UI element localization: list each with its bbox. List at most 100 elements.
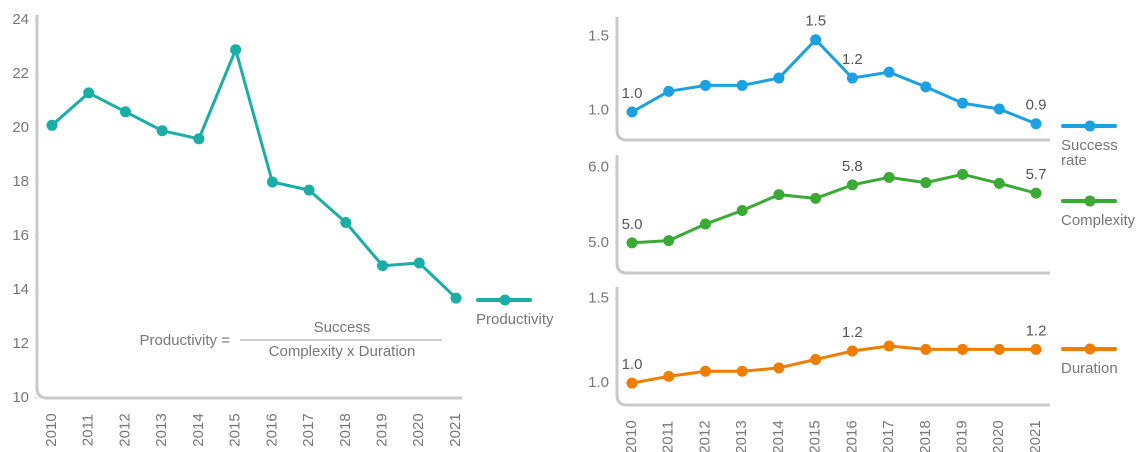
point <box>156 125 168 137</box>
x-tick-label: 2012 <box>116 413 133 446</box>
point <box>46 119 58 131</box>
point <box>993 103 1005 115</box>
x-tick-label: 2013 <box>153 413 170 446</box>
x-tick-label: 2020 <box>410 413 427 446</box>
x-tick-label: 2010 <box>43 413 60 446</box>
legend-swatch-dot <box>1084 120 1096 132</box>
value-label: 1.0 <box>622 356 643 373</box>
point <box>266 176 278 188</box>
axis <box>615 287 1050 407</box>
x-tick-label: 2014 <box>770 420 787 452</box>
x-tick-label: 2018 <box>337 413 354 446</box>
point <box>993 177 1005 189</box>
value-label: 1.2 <box>842 51 863 68</box>
point <box>663 235 675 247</box>
y-tick-label: 24 <box>12 11 29 28</box>
value-label: 5.7 <box>1026 166 1047 183</box>
y-tick-label: 1.5 <box>588 28 609 45</box>
point <box>810 34 822 46</box>
point <box>736 79 748 91</box>
formula-denominator: Complexity x Duration <box>269 343 416 360</box>
point <box>846 72 858 84</box>
value-label: 1.2 <box>1026 322 1047 339</box>
point <box>810 192 822 204</box>
point <box>883 66 895 78</box>
point <box>663 85 675 97</box>
line <box>631 344 1036 385</box>
point <box>957 97 969 109</box>
line <box>631 172 1037 245</box>
legend-label: Success rate <box>1061 137 1118 169</box>
y-tick-label: 16 <box>12 227 29 244</box>
legend-label: Productivity <box>476 311 554 328</box>
y-tick-label: 22 <box>12 65 29 82</box>
x-tick-label: 2019 <box>954 420 971 452</box>
point <box>810 353 822 365</box>
point <box>736 204 748 216</box>
x-tick-label: 2017 <box>880 420 897 452</box>
value-label: 5.8 <box>842 158 863 175</box>
x-tick-label: 2018 <box>917 420 934 452</box>
x-tick-label: 2021 <box>1027 420 1044 452</box>
point <box>450 292 462 304</box>
legend-swatch-dot <box>1084 343 1096 355</box>
point <box>957 343 969 355</box>
point <box>193 133 205 145</box>
point <box>699 365 711 377</box>
y-tick-label: 1.0 <box>588 101 609 118</box>
value-label: 0.9 <box>1026 97 1047 114</box>
point <box>377 260 389 272</box>
point <box>699 79 711 91</box>
legend-label: Complexity <box>1061 212 1136 229</box>
formula-numerator: Success <box>314 319 371 336</box>
point <box>303 184 315 196</box>
legend-label: Duration <box>1061 360 1118 377</box>
axis <box>615 155 1050 275</box>
point <box>1030 187 1042 199</box>
point <box>230 44 242 56</box>
point <box>773 72 785 84</box>
point <box>957 168 969 180</box>
x-tick-label: 2019 <box>374 413 391 446</box>
y-tick-label: 20 <box>12 119 29 136</box>
point <box>340 217 352 228</box>
y-tick-label: 10 <box>12 389 29 406</box>
y-tick-label: 12 <box>12 335 29 352</box>
point <box>736 365 748 377</box>
axis <box>615 17 1050 142</box>
point <box>1030 118 1042 130</box>
point <box>920 177 932 189</box>
y-tick-label: 6.0 <box>588 159 609 176</box>
y-tick-label: 1.0 <box>588 374 609 391</box>
axis <box>35 15 462 400</box>
point <box>699 218 711 230</box>
x-tick-label: 2016 <box>263 413 280 446</box>
x-tick-label: 2021 <box>447 413 464 446</box>
value-label: 5.0 <box>622 216 643 233</box>
x-tick-label: 2012 <box>696 420 713 452</box>
x-tick-label: 2017 <box>300 413 317 446</box>
point <box>773 189 785 201</box>
x-tick-label: 2016 <box>843 420 860 452</box>
x-tick-label: 2014 <box>190 413 207 446</box>
point <box>920 81 932 93</box>
value-label: 1.2 <box>842 324 863 341</box>
x-tick-label: 2010 <box>623 420 640 452</box>
point <box>626 106 638 118</box>
point <box>119 106 131 118</box>
x-tick-label: 2020 <box>990 420 1007 452</box>
point <box>626 237 638 249</box>
y-tick-label: 18 <box>12 173 29 190</box>
point <box>83 87 95 99</box>
x-tick-label: 2013 <box>733 420 750 452</box>
legend-swatch-dot <box>1084 195 1096 207</box>
x-tick-label: 2011 <box>660 421 677 452</box>
point <box>663 370 675 382</box>
point <box>883 340 895 352</box>
point <box>413 257 425 269</box>
legend-swatch-dot <box>499 294 511 306</box>
point <box>846 345 858 357</box>
point <box>846 179 858 191</box>
